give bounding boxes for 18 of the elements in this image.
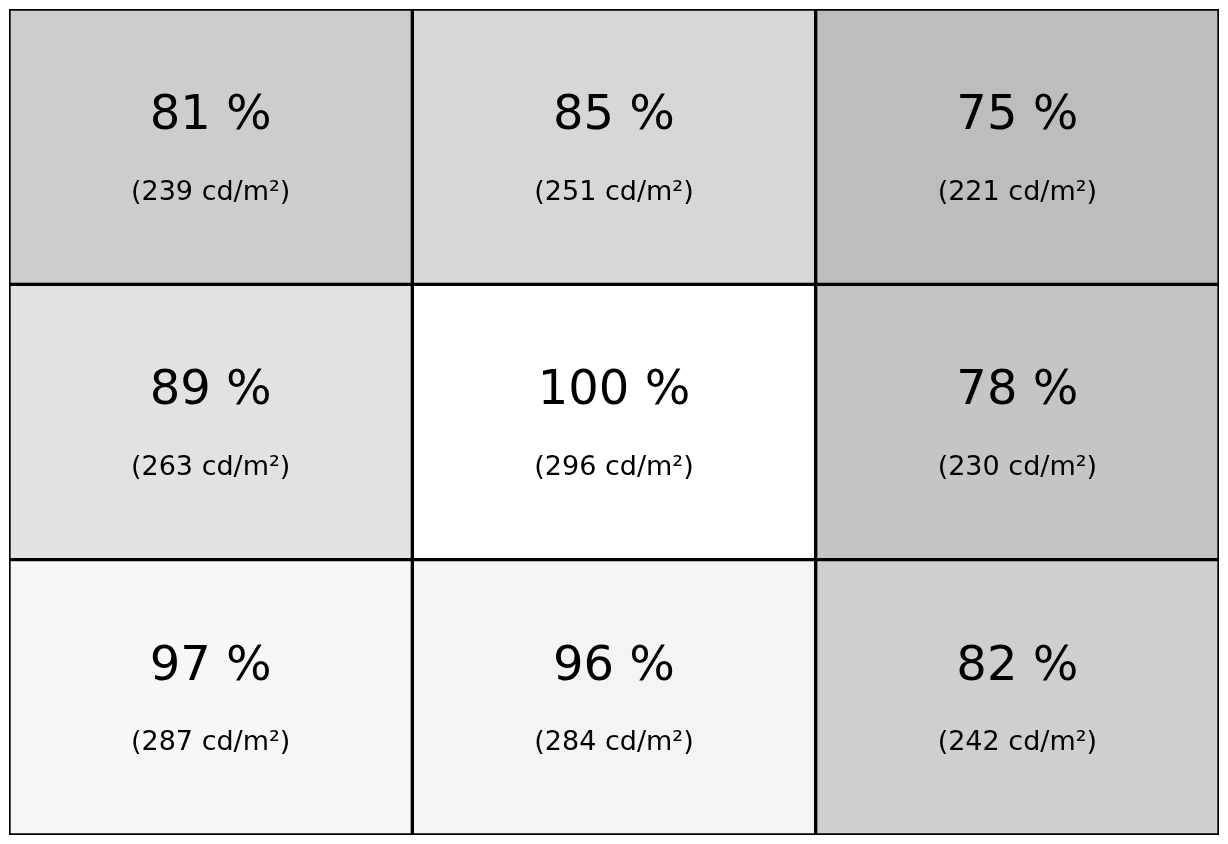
annotation: (296 cd/m²) [534,450,694,482]
annotation: (287 cd/m²) [130,725,291,757]
data-label: 97 % [149,634,272,691]
annotation: (242 cd/m²) [937,725,1098,757]
data-label: 78 % [956,359,1079,416]
data-label: 89 % [149,359,272,416]
annotation: (284 cd/m²) [534,725,694,757]
annotation: (263 cd/m²) [130,450,291,482]
annotation: (251 cd/m²) [534,174,694,206]
data-label: 75 % [956,84,1079,141]
data-label: 82 % [956,634,1079,691]
data-label: 100 % [537,359,691,416]
annotation: (221 cd/m²) [937,174,1098,206]
annotation: (230 cd/m²) [937,450,1098,482]
data-label: 81 % [149,84,272,141]
annotation: (239 cd/m²) [130,174,291,206]
data-label: 96 % [553,634,675,691]
data-label: 85 % [553,84,675,141]
